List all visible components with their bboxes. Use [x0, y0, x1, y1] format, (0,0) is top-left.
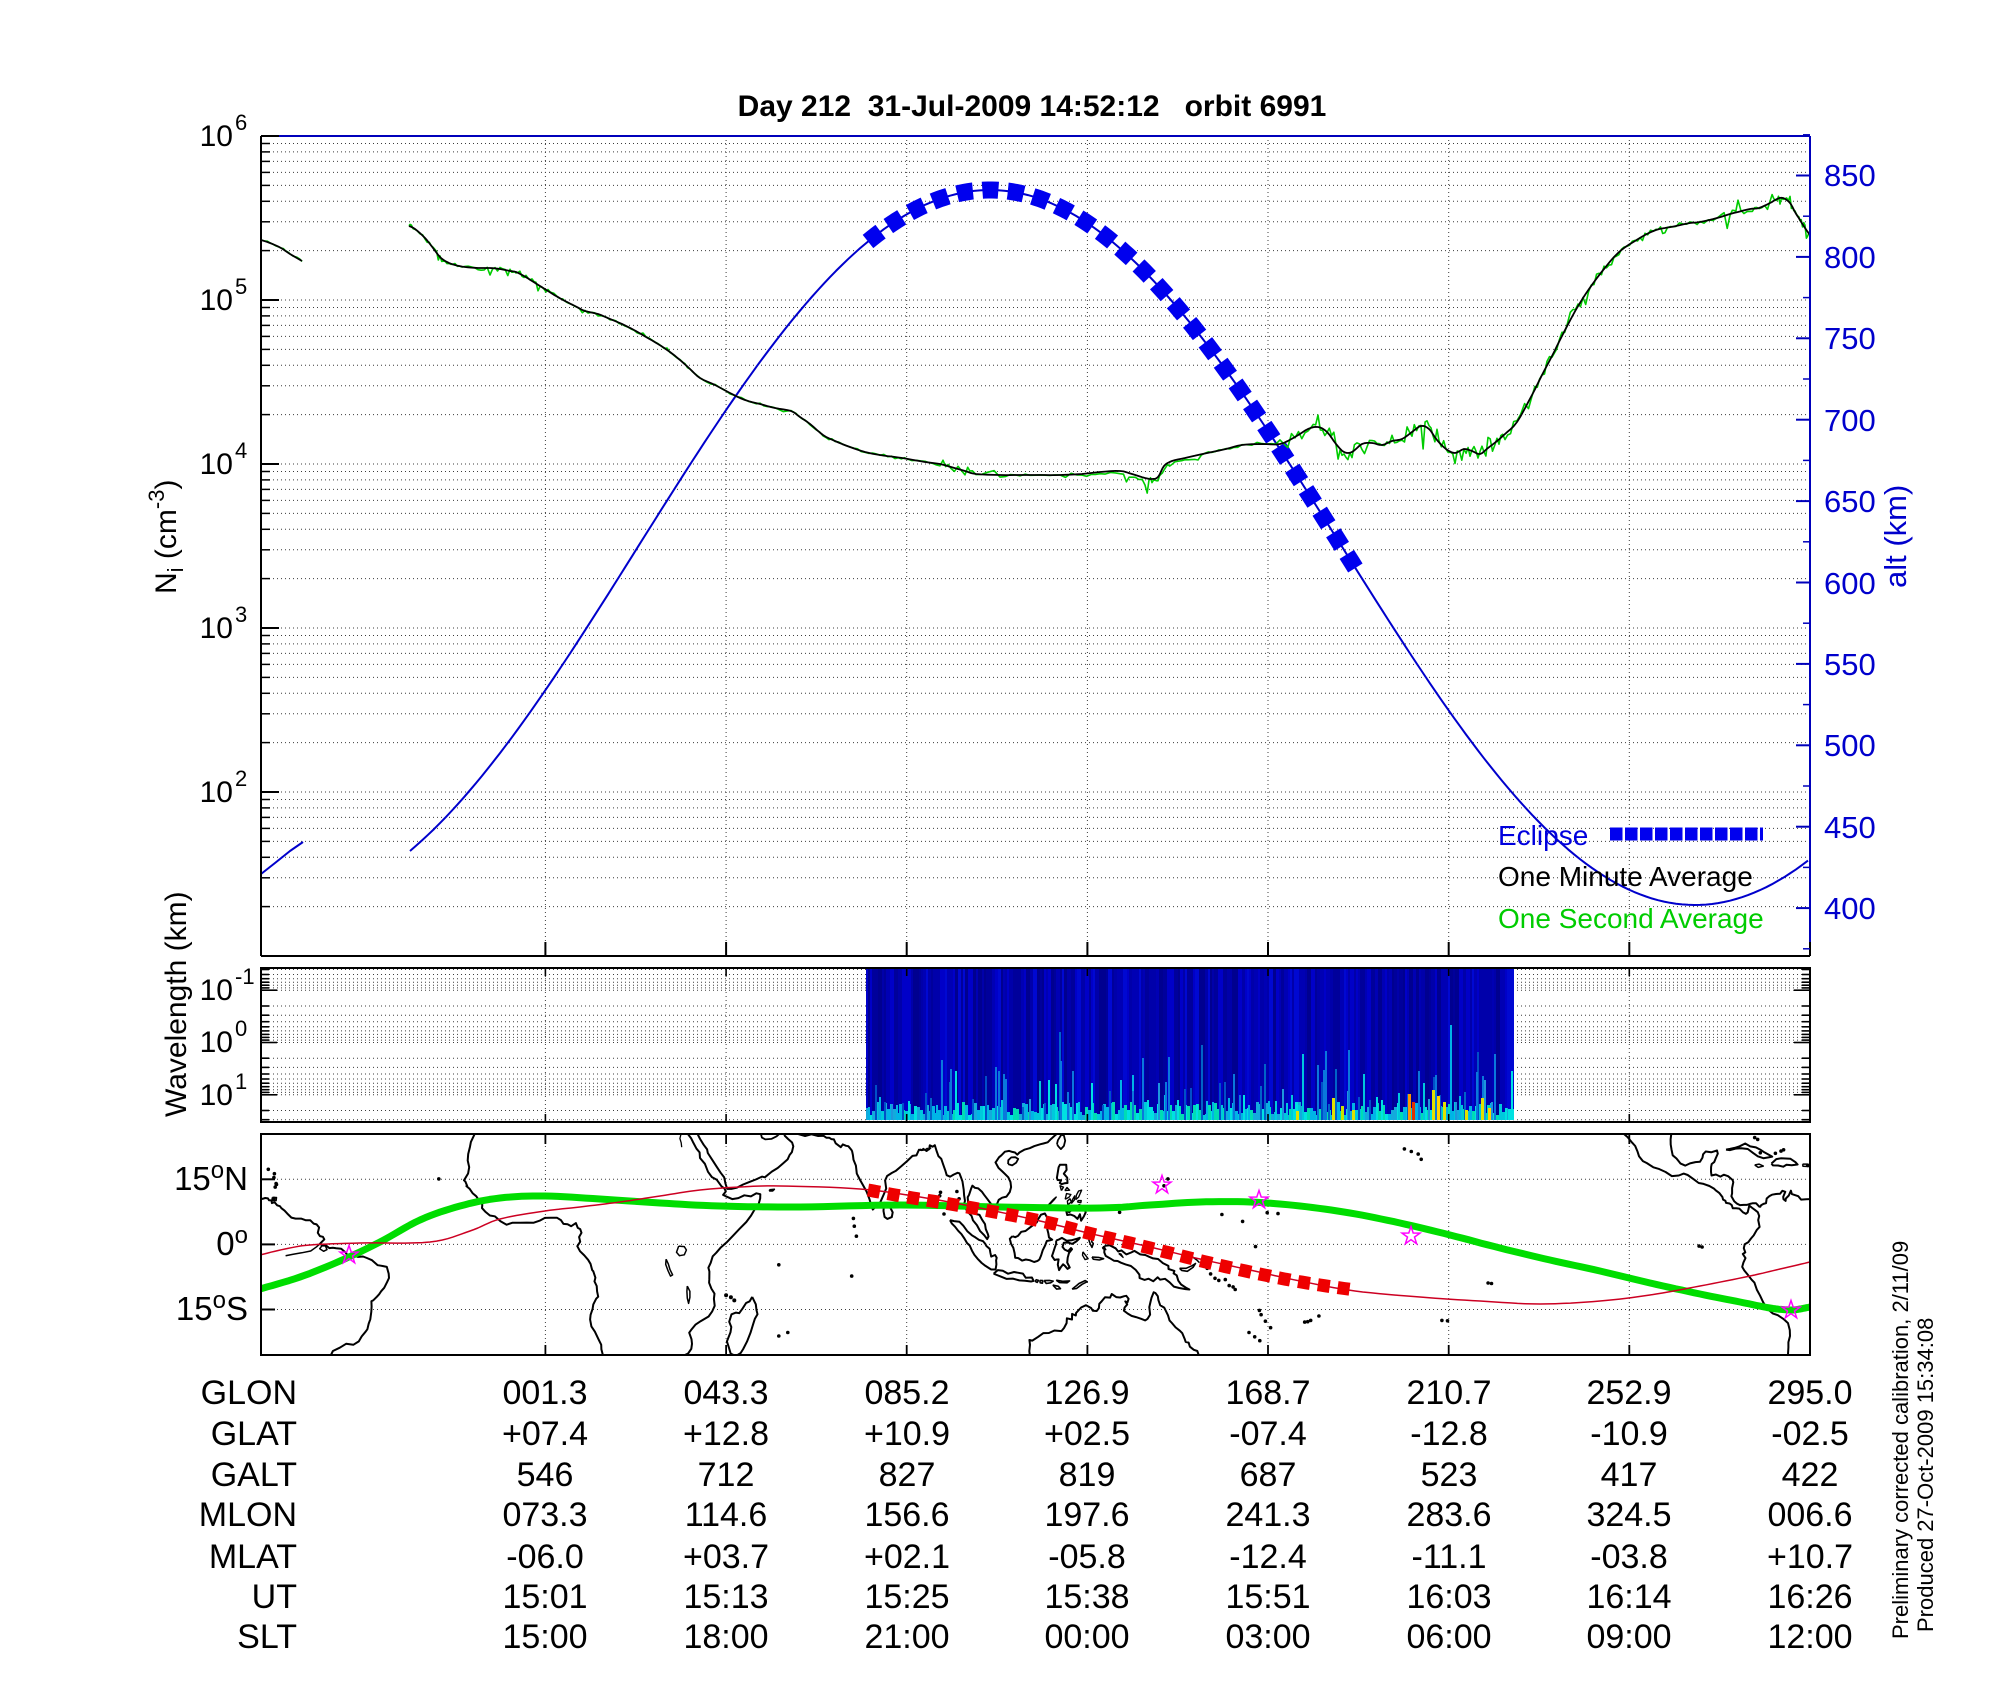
svg-text:-06.0: -06.0 [506, 1538, 584, 1576]
svg-text:MLAT: MLAT [209, 1538, 297, 1576]
svg-text:10: 10 [200, 448, 233, 481]
svg-text:6: 6 [235, 110, 247, 135]
svg-text:827: 827 [879, 1456, 936, 1494]
svg-text:09:00: 09:00 [1586, 1618, 1671, 1656]
svg-text:043.3: 043.3 [683, 1374, 768, 1412]
svg-text:126.9: 126.9 [1044, 1374, 1129, 1412]
svg-text:241.3: 241.3 [1225, 1496, 1310, 1534]
svg-text:12:00: 12:00 [1767, 1618, 1852, 1656]
svg-text:0o: 0o [216, 1222, 248, 1262]
svg-text:10: 10 [200, 1079, 233, 1112]
svg-text:+07.4: +07.4 [502, 1415, 588, 1453]
svg-text:One Minute Average: One Minute Average [1498, 861, 1753, 892]
svg-text:546: 546 [517, 1456, 574, 1494]
svg-text:15:13: 15:13 [683, 1578, 768, 1616]
svg-text:Day 212 31-Jul-2009 14:52:12: Day 212 31-Jul-2009 14:52:12 orbit 6991 [738, 90, 1327, 123]
svg-text:10: 10 [200, 120, 233, 153]
svg-text:GALT: GALT [211, 1456, 297, 1494]
svg-text:-12.8: -12.8 [1410, 1415, 1488, 1453]
svg-text:16:03: 16:03 [1406, 1578, 1491, 1616]
svg-text:GLAT: GLAT [211, 1415, 297, 1453]
svg-text:650: 650 [1824, 484, 1876, 519]
svg-text:16:26: 16:26 [1767, 1578, 1852, 1616]
svg-text:+10.9: +10.9 [864, 1415, 950, 1453]
svg-text:10: 10 [200, 612, 233, 645]
svg-text:15:51: 15:51 [1225, 1578, 1310, 1616]
svg-text:21:00: 21:00 [864, 1618, 949, 1656]
svg-text:-1: -1 [235, 964, 255, 989]
svg-text:687: 687 [1240, 1456, 1297, 1494]
svg-text:550: 550 [1824, 647, 1876, 682]
svg-text:073.3: 073.3 [502, 1496, 587, 1534]
svg-text:GLON: GLON [201, 1374, 297, 1412]
svg-text:+10.7: +10.7 [1767, 1538, 1853, 1576]
svg-text:-10.9: -10.9 [1590, 1415, 1668, 1453]
svg-text:Eclipse: Eclipse [1498, 820, 1588, 851]
svg-text:06:00: 06:00 [1406, 1618, 1491, 1656]
svg-text:Wavelength (km): Wavelength (km) [160, 891, 193, 1117]
svg-text:-07.4: -07.4 [1229, 1415, 1307, 1453]
svg-text:850: 850 [1824, 158, 1876, 193]
svg-text:+02.5: +02.5 [1044, 1415, 1130, 1453]
svg-text:+03.7: +03.7 [683, 1538, 769, 1576]
svg-text:+12.8: +12.8 [683, 1415, 769, 1453]
svg-text:+02.1: +02.1 [864, 1538, 950, 1576]
svg-text:15oS: 15oS [176, 1287, 248, 1327]
svg-text:700: 700 [1824, 403, 1876, 438]
svg-text:600: 600 [1824, 566, 1876, 601]
svg-text:SLT: SLT [237, 1618, 297, 1656]
svg-text:422: 422 [1782, 1456, 1839, 1494]
svg-text:16:14: 16:14 [1586, 1578, 1671, 1616]
svg-text:10: 10 [200, 1026, 233, 1059]
svg-text:712: 712 [698, 1456, 755, 1494]
svg-text:-11.1: -11.1 [1412, 1538, 1487, 1576]
svg-text:Preliminary corrected calibrat: Preliminary corrected calibration, 2/11/… [1888, 1241, 1913, 1639]
svg-text:UT: UT [252, 1578, 297, 1616]
svg-text:006.6: 006.6 [1767, 1496, 1852, 1534]
svg-text:750: 750 [1824, 321, 1876, 356]
svg-text:400: 400 [1824, 891, 1876, 926]
svg-text:5: 5 [235, 274, 247, 299]
svg-text:197.6: 197.6 [1044, 1496, 1129, 1534]
svg-text:-02.5: -02.5 [1771, 1415, 1849, 1453]
svg-text:283.6: 283.6 [1406, 1496, 1491, 1534]
svg-text:alt (km): alt (km) [1878, 485, 1913, 588]
svg-text:03:00: 03:00 [1225, 1618, 1310, 1656]
svg-text:252.9: 252.9 [1586, 1374, 1671, 1412]
svg-text:10: 10 [200, 776, 233, 809]
svg-text:800: 800 [1824, 240, 1876, 275]
svg-text:10: 10 [200, 284, 233, 317]
svg-text:15:25: 15:25 [864, 1578, 949, 1616]
svg-text:10: 10 [200, 974, 233, 1007]
svg-text:156.6: 156.6 [864, 1496, 949, 1534]
svg-text:523: 523 [1421, 1456, 1478, 1494]
svg-text:MLON: MLON [199, 1496, 297, 1534]
svg-text:450: 450 [1824, 810, 1876, 845]
svg-text:Produced 27-Oct-2009 15:34:08: Produced 27-Oct-2009 15:34:08 [1913, 1318, 1938, 1632]
svg-text:210.7: 210.7 [1406, 1374, 1491, 1412]
svg-text:295.0: 295.0 [1767, 1374, 1852, 1412]
svg-text:18:00: 18:00 [683, 1618, 768, 1656]
svg-text:4: 4 [235, 438, 247, 463]
svg-text:324.5: 324.5 [1586, 1496, 1671, 1534]
svg-text:-05.8: -05.8 [1048, 1538, 1126, 1576]
svg-text:001.3: 001.3 [502, 1374, 587, 1412]
svg-text:0: 0 [235, 1016, 247, 1041]
svg-text:15:01: 15:01 [502, 1578, 587, 1616]
svg-text:3: 3 [235, 602, 247, 627]
svg-text:500: 500 [1824, 728, 1876, 763]
svg-text:2: 2 [235, 766, 247, 791]
svg-text:00:00: 00:00 [1044, 1618, 1129, 1656]
svg-text:15:00: 15:00 [502, 1618, 587, 1656]
svg-text:1: 1 [235, 1069, 247, 1094]
svg-text:114.6: 114.6 [685, 1496, 768, 1534]
svg-text:168.7: 168.7 [1225, 1374, 1310, 1412]
svg-text:417: 417 [1601, 1456, 1658, 1494]
svg-text:-12.4: -12.4 [1229, 1538, 1307, 1576]
svg-text:-03.8: -03.8 [1590, 1538, 1668, 1576]
svg-text:085.2: 085.2 [864, 1374, 949, 1412]
svg-text:15:38: 15:38 [1044, 1578, 1129, 1616]
svg-text:One Second Average: One Second Average [1498, 903, 1764, 934]
svg-text:819: 819 [1059, 1456, 1116, 1494]
